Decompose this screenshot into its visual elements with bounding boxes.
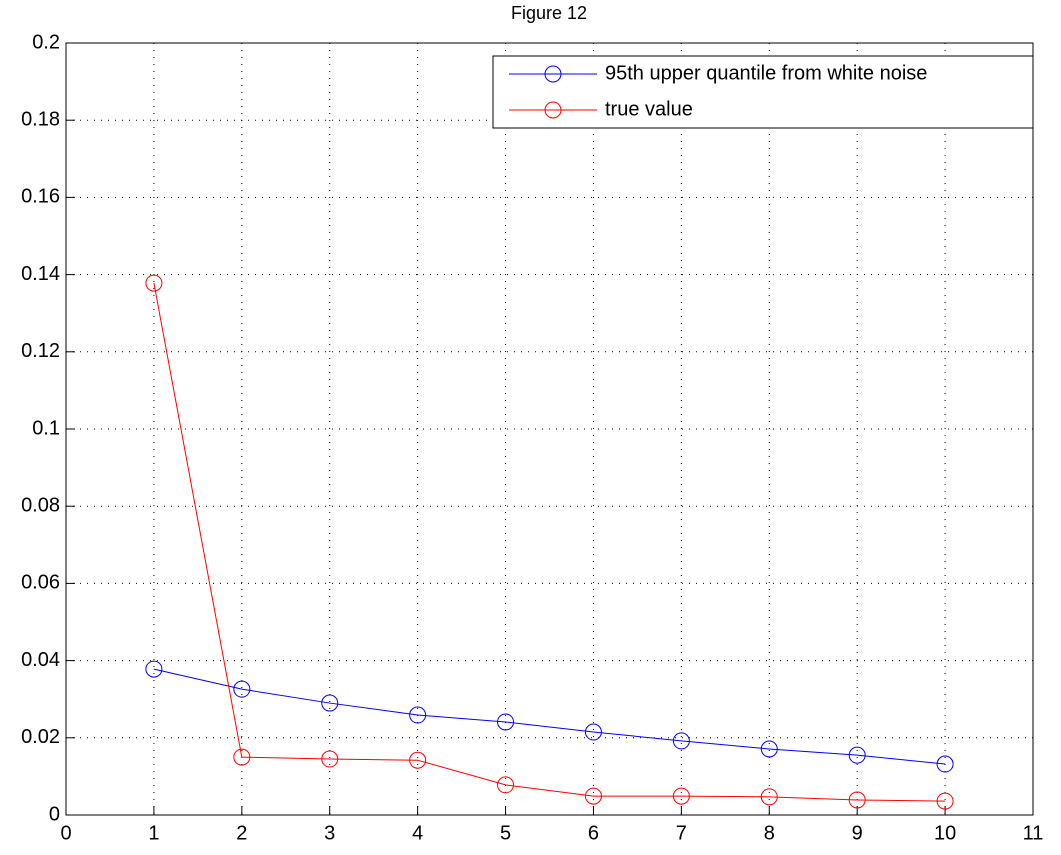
- legend-marker: [544, 65, 562, 83]
- point: [672, 787, 690, 805]
- point: [497, 776, 515, 794]
- y-tick-label: 0.02: [21, 726, 60, 748]
- y-tick-label: 0.2: [32, 31, 60, 53]
- y-tick-label: 0.14: [21, 263, 60, 285]
- x-tick-label: 3: [324, 822, 335, 844]
- series-line: [153, 668, 946, 765]
- point: [848, 791, 866, 809]
- chart-title: Figure 12: [511, 3, 587, 23]
- x-tick-label: 7: [676, 822, 687, 844]
- x-tick-label: 8: [764, 822, 775, 844]
- y-tick-label: 0.1: [32, 417, 60, 439]
- point: [936, 792, 954, 810]
- legend-label: true value: [605, 98, 693, 120]
- x-tick-label: 2: [236, 822, 247, 844]
- x-tick-label: 5: [500, 822, 511, 844]
- point: [145, 274, 163, 292]
- point: [760, 740, 778, 758]
- point: [848, 746, 866, 764]
- y-tick-label: 0.16: [21, 186, 60, 208]
- point: [936, 755, 954, 773]
- point: [233, 748, 251, 766]
- point: [584, 723, 602, 741]
- x-tick-label: 6: [588, 822, 599, 844]
- legend-label: 95th upper quantile from white noise: [605, 62, 927, 84]
- point: [584, 787, 602, 805]
- point: [233, 680, 251, 698]
- y-tick-label: 0.04: [21, 649, 60, 671]
- y-tick-label: 0.18: [21, 108, 60, 130]
- point: [672, 732, 690, 750]
- point: [409, 706, 427, 724]
- point: [321, 694, 339, 712]
- x-tick-label: 1: [148, 822, 159, 844]
- series-line: [153, 283, 946, 802]
- point: [145, 660, 163, 678]
- legend-marker: [544, 101, 562, 119]
- x-tick-label: 9: [852, 822, 863, 844]
- plot-frame: [65, 42, 1034, 816]
- x-tick-label: 4: [412, 822, 423, 844]
- x-tick-label: 0: [60, 822, 71, 844]
- point: [497, 713, 515, 731]
- y-tick-label: 0: [49, 803, 60, 825]
- legend-box: [492, 55, 1034, 129]
- y-tick-label: 0.06: [21, 572, 60, 594]
- point: [321, 750, 339, 768]
- x-tick-label: 10: [934, 822, 956, 844]
- x-tick-label: 11: [1023, 822, 1044, 844]
- y-tick-label: 0.12: [21, 340, 60, 362]
- point: [409, 751, 427, 769]
- point: [760, 788, 778, 806]
- y-tick-label: 0.08: [21, 494, 60, 516]
